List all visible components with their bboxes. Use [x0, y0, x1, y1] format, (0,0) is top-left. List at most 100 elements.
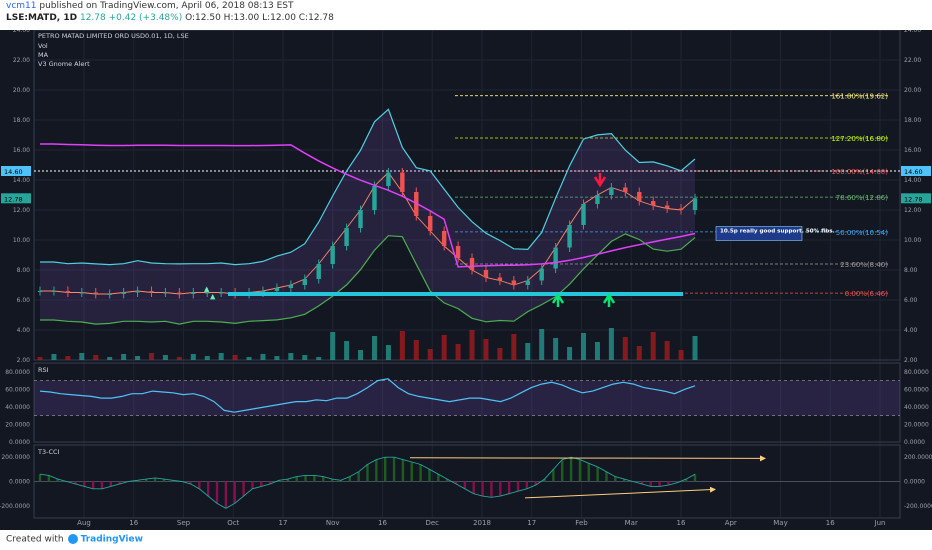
x-tick-label: 16 [129, 519, 138, 527]
candle-body [428, 216, 433, 231]
volume-bar [344, 341, 350, 360]
candle-body [441, 231, 447, 246]
y-tick-right: 20.00 [904, 87, 921, 94]
candle-body [372, 186, 377, 210]
volume-bar [441, 335, 447, 360]
ticker-line: LSE:MATD, 1D 12.78 +0.42 (+3.48%) O:12.5… [6, 13, 334, 23]
annotation-box [715, 226, 803, 241]
cci-trendline-bottom [524, 486, 716, 499]
volume-bar [288, 353, 294, 360]
candle-body [344, 228, 349, 246]
axes: Aug 16 Sep Oct 17 Nov 16 Dec 2018 17 Feb Mar 16 Apr Ma… [0, 30, 932, 527]
x-tick-label: 16 [826, 519, 835, 527]
volume-bar [692, 336, 698, 360]
tradingview-link[interactable]: TradingView [80, 534, 143, 545]
candle-body [692, 198, 698, 210]
y-tick-right: 4.00 [904, 327, 918, 334]
volume-bar [469, 330, 475, 360]
pane-frame [33, 362, 901, 443]
volume-bar [385, 345, 391, 360]
volume-bar [358, 350, 364, 360]
volume-bar [497, 348, 503, 360]
annotation-text: 10.5p really good support. 50% fibs. [720, 229, 835, 235]
candle-body [678, 208, 684, 210]
candle-body [163, 292, 168, 294]
candle-body [288, 285, 294, 288]
rsi-tick-left: 60.0000 [5, 386, 30, 393]
volume-bar [51, 354, 57, 360]
volume-bar [121, 354, 127, 360]
volume-bar [246, 357, 252, 360]
price-tag-right-text: 14.60 [904, 168, 923, 176]
moving-average [40, 143, 696, 268]
cci-tick-left: -200.0000 [0, 503, 30, 510]
volume-bar [176, 357, 182, 360]
rsi-tick-right: 40.0000 [904, 404, 929, 411]
rsi-pane [34, 378, 900, 417]
candle-body [93, 292, 98, 294]
fib-label: 50.00%(10.54) [836, 229, 888, 237]
candle-body [149, 291, 154, 293]
candle-body [386, 172, 391, 186]
volume-bar [525, 343, 531, 360]
candle-body [595, 195, 600, 204]
volume-bar [162, 355, 168, 360]
volume-bar [664, 341, 670, 360]
chart-canvas[interactable]: 161.80%(19.62) 127.20%(16.80) 100.00%(14.6… [0, 30, 932, 530]
ohlc-values: O:12.50 H:13.00 L:12.00 C:12.78 [185, 13, 334, 23]
candle-body [218, 292, 224, 294]
cci-tick-right: 200.0000 [904, 454, 932, 461]
candle-body [135, 291, 140, 293]
symbol-label: LSE:MATD, 1D [6, 13, 78, 23]
candle-body [274, 288, 280, 291]
y-tick-left: 18.00 [13, 117, 30, 124]
price-tag-right [901, 166, 931, 176]
pane-frame [33, 30, 901, 361]
y-tick-right: 10.00 [904, 237, 921, 244]
candle-body [469, 258, 475, 270]
candle-body [37, 291, 43, 292]
candle-body [497, 277, 503, 281]
x-tick-label: 16 [378, 519, 387, 527]
fib-label: 78.60%(12.86) [836, 194, 888, 202]
author-link[interactable]: vcm11 [6, 1, 37, 11]
cci-tick-left: 0.0000 [9, 479, 30, 486]
y-tick-right: 16.00 [904, 147, 921, 154]
y-tick-left: 4.00 [17, 327, 31, 334]
publish-info: vcm11 published on TradingView.com, Apri… [6, 1, 294, 11]
y-tick-left: 12.00 [13, 207, 30, 214]
y-tick-left: 8.00 [17, 267, 31, 274]
candle-body [191, 292, 196, 294]
volume-bar [539, 329, 545, 360]
last-price: 12.78 [79, 13, 106, 23]
annotations: 10.5p really good support. 50% fibs. ▲▲ [204, 173, 835, 307]
x-tick-label: Dec [425, 519, 439, 527]
rsi-tick-right: 0.0000 [904, 439, 925, 446]
change-value: +0.42 (+3.48%) [108, 13, 183, 23]
y-tick-right: 8.00 [904, 267, 918, 274]
y-tick-right: 24.00 [904, 30, 921, 34]
x-tick-label: Jun [874, 519, 886, 527]
volume-bar [274, 356, 280, 360]
legend-entry: MA [38, 51, 49, 59]
volume-bar [678, 350, 684, 360]
candle-body [358, 210, 363, 228]
volume-bar [399, 331, 405, 360]
arrow-up-icon [602, 292, 616, 307]
volume-bar [190, 354, 196, 360]
candle-body [121, 292, 126, 294]
y-tick-left: 14.00 [13, 177, 30, 184]
candle-body [637, 192, 642, 201]
candle-body [79, 292, 85, 294]
volume-bar [107, 357, 113, 360]
candle-body [107, 294, 112, 295]
y-tick-left: 22.00 [13, 57, 30, 64]
bb-fill [40, 109, 695, 325]
candle-body [316, 264, 321, 279]
volume-bar [232, 355, 238, 360]
volume-bar [622, 337, 628, 360]
publish-text: published on TradingView.com, April 06, … [39, 1, 294, 11]
volume-bar [455, 344, 461, 360]
volume-bar [135, 356, 141, 360]
price-tag-left-text: 14.60 [4, 168, 23, 176]
